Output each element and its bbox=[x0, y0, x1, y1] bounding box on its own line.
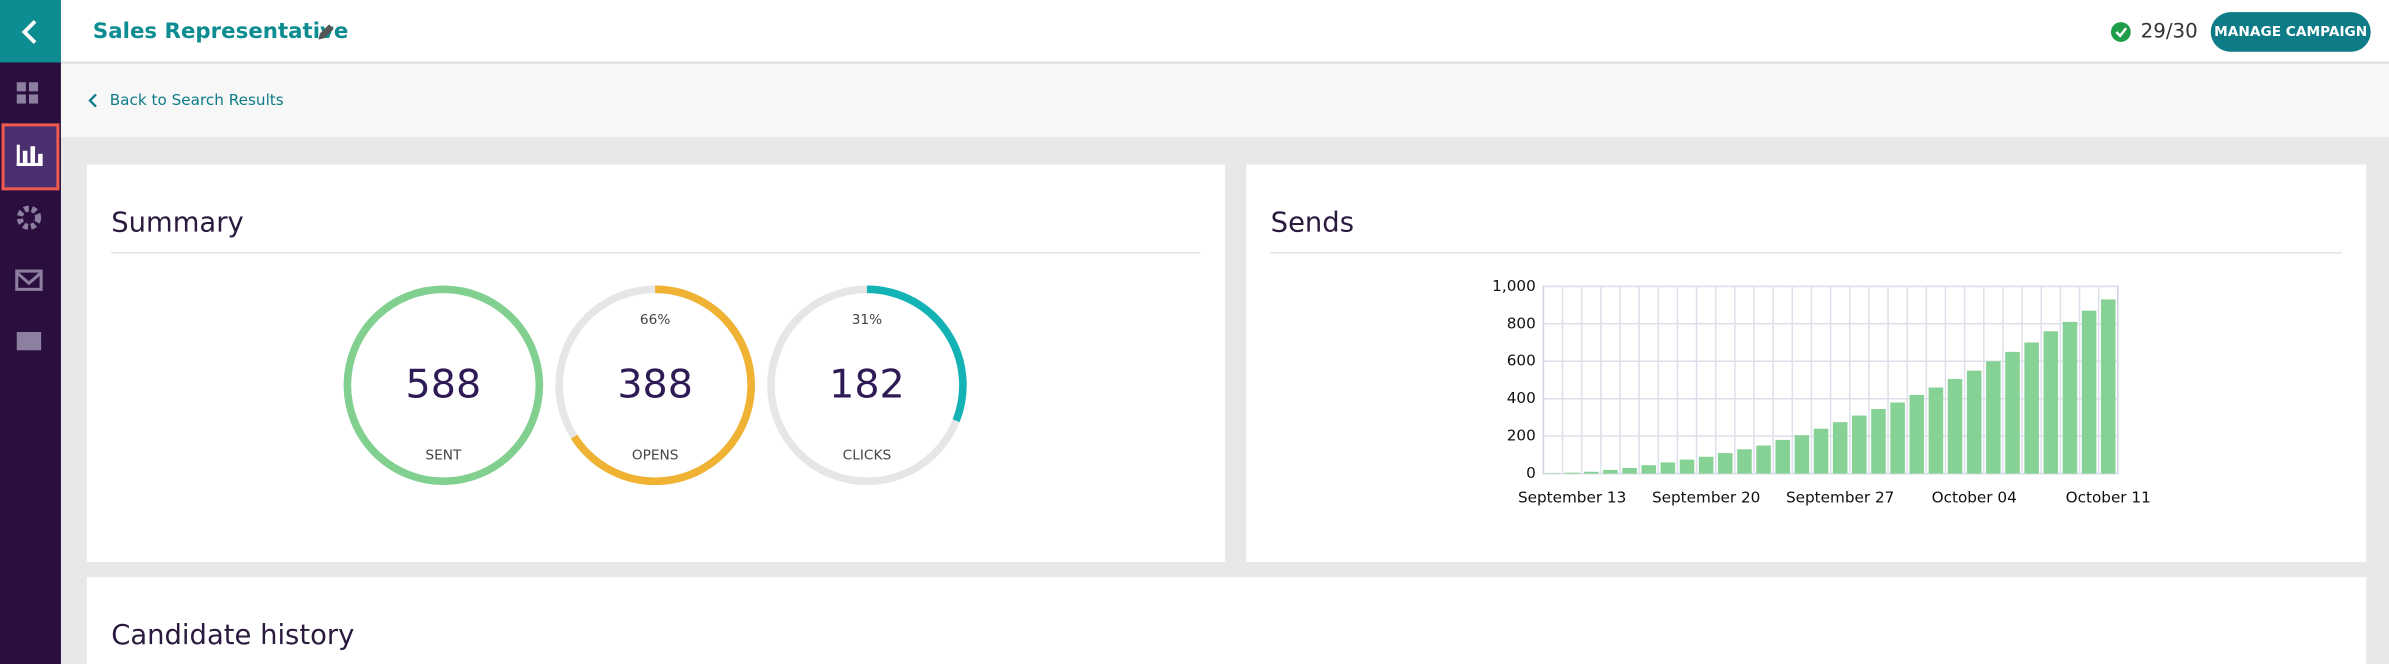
bar bbox=[1641, 465, 1656, 473]
bar bbox=[1622, 468, 1637, 474]
bar bbox=[1795, 435, 1810, 473]
bar bbox=[2101, 299, 2116, 473]
bar bbox=[1909, 395, 1924, 474]
x-tick-label: October 04 bbox=[1932, 489, 2017, 507]
gauge-label: CLICKS bbox=[843, 447, 891, 463]
collapse-button[interactable] bbox=[0, 0, 61, 62]
campaign-title: Sales Representative bbox=[93, 19, 348, 44]
x-tick-label: September 13 bbox=[1518, 489, 1626, 507]
button-label: MANAGE CAMPAIGN bbox=[2214, 24, 2367, 40]
bar bbox=[1737, 449, 1752, 473]
bar bbox=[1756, 446, 1771, 474]
card-title: Candidate history bbox=[111, 620, 354, 651]
y-tick-label: 200 bbox=[1507, 427, 1536, 445]
y-tick-label: 0 bbox=[1526, 464, 1536, 482]
bar bbox=[1699, 457, 1714, 474]
bar bbox=[2024, 343, 2039, 474]
analytics-nav-active[interactable] bbox=[3, 125, 58, 189]
card-title: Summary bbox=[111, 207, 243, 238]
bar bbox=[2044, 331, 2059, 473]
gauge-value: 182 bbox=[829, 361, 905, 407]
x-tick-label: September 27 bbox=[1786, 489, 1894, 507]
bar bbox=[1680, 460, 1695, 474]
bar bbox=[1584, 472, 1599, 474]
bar bbox=[1565, 473, 1580, 474]
bar bbox=[1890, 402, 1905, 473]
gauge-value: 388 bbox=[617, 361, 693, 407]
bar bbox=[1833, 422, 1848, 474]
y-tick-label: 400 bbox=[1507, 389, 1536, 407]
x-tick-label: October 11 bbox=[2066, 489, 2151, 507]
gauge-label: SENT bbox=[425, 447, 462, 463]
bar bbox=[1661, 462, 1676, 473]
gauge-value: 588 bbox=[406, 361, 482, 407]
y-tick-label: 600 bbox=[1507, 352, 1536, 370]
bar bbox=[2082, 311, 2097, 474]
bar bbox=[1718, 453, 1733, 474]
gauge-percent: 31% bbox=[852, 312, 882, 328]
bar bbox=[1967, 371, 1982, 474]
bar bbox=[1775, 440, 1790, 474]
history-card bbox=[87, 577, 2366, 664]
subheader bbox=[61, 64, 2389, 137]
x-tick-label: September 20 bbox=[1652, 489, 1760, 507]
contacts-icon[interactable] bbox=[17, 332, 41, 350]
bar bbox=[2005, 352, 2020, 474]
gauge-percent: 66% bbox=[640, 312, 670, 328]
y-tick-label: 800 bbox=[1507, 314, 1536, 332]
header bbox=[61, 0, 2389, 62]
card-title: Sends bbox=[1271, 207, 1354, 238]
bar bbox=[1948, 379, 1963, 474]
bar bbox=[1852, 416, 1867, 474]
bar bbox=[1814, 429, 1829, 474]
bar bbox=[1603, 470, 1618, 474]
bar bbox=[2063, 322, 2078, 474]
bar bbox=[1929, 387, 1944, 473]
bar bbox=[1871, 409, 1886, 474]
progress: 29/30 bbox=[2141, 19, 2198, 42]
back-link[interactable]: Back to Search Results bbox=[110, 91, 284, 109]
gauge-label: OPENS bbox=[632, 447, 679, 463]
bar bbox=[1986, 361, 2001, 473]
y-tick-label: 1,000 bbox=[1492, 277, 1536, 295]
status-icon bbox=[2111, 22, 2131, 42]
